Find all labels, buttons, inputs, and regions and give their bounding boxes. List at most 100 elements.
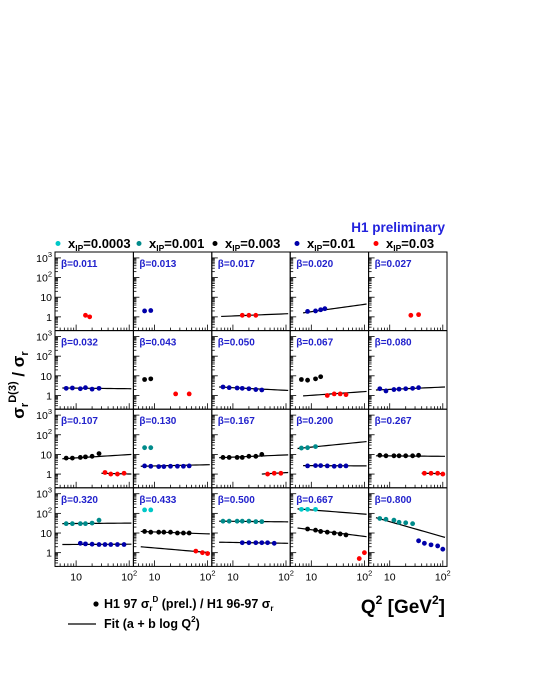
legend-marker-0003	[55, 241, 61, 246]
data-point-xip-001	[259, 387, 265, 393]
data-point-xip-003	[440, 471, 446, 477]
data-point-xip-0003	[331, 530, 337, 536]
data-point-xip-001	[89, 386, 95, 392]
panel-beta-17: β=0.433	[132, 487, 213, 567]
data-point-xip-001	[83, 385, 88, 391]
y-axis-title: σrD(3) / σr	[7, 351, 31, 419]
data-point-xip-001	[322, 306, 328, 312]
data-point-xip-0003	[186, 530, 192, 536]
svg-text:xIP=0.003: xIP=0.003	[225, 236, 280, 253]
data-point-xip-003	[337, 391, 343, 397]
panel-beta-1: β=0.011	[54, 251, 134, 332]
legend-value: =0.001	[164, 236, 204, 251]
svg-text:xIP=0.001: xIP=0.001	[149, 236, 204, 253]
data-point-xip-0003	[142, 529, 147, 534]
y-tick-label: 10	[40, 292, 52, 304]
data-point-xip-003	[435, 470, 441, 476]
legend-value: =0.01	[322, 236, 355, 251]
data-point-xip-003	[83, 312, 88, 318]
data-point-xip-003	[193, 548, 199, 554]
y-tick-label: 103	[36, 407, 52, 422]
data-point-xip-0001	[253, 519, 259, 525]
panel-beta-label: β=0.267	[375, 416, 412, 427]
legend-entry-xip-0003: xIP=0.0003	[55, 236, 131, 253]
data-point-xip-001	[377, 386, 383, 392]
data-point-xip-0003	[383, 453, 389, 459]
data-point-xip-0003	[305, 377, 310, 383]
data-point-xip-00003	[305, 506, 310, 512]
x-tick-label: 102	[278, 568, 294, 583]
data-point-xip-001	[318, 307, 324, 313]
data-point-xip-0001	[403, 520, 409, 526]
data-point-xip-003	[271, 470, 277, 476]
data-point-xip-0003	[175, 530, 180, 536]
data-point-xip-0003	[83, 454, 88, 460]
data-point-xip-003	[265, 471, 270, 477]
legend-sub: IP	[393, 243, 401, 253]
data-point-xip-001	[63, 385, 69, 391]
data-point-xip-001	[121, 542, 127, 547]
data-point-xip-0003	[337, 531, 343, 537]
legend-sym: x	[149, 236, 157, 251]
x-tick-label: 10	[70, 571, 82, 583]
panel-beta-label: β=0.800	[375, 495, 412, 506]
data-point-xip-001	[403, 386, 409, 392]
fit-line	[140, 546, 210, 554]
x-tick-label: 102	[200, 568, 216, 583]
x-tick-labels: 10 102 10 102 10 102 10 102 10 102	[70, 568, 450, 583]
y-tick-label: 1	[46, 390, 52, 402]
legend-marker-01	[294, 241, 300, 246]
svg-text:xIP=0.01: xIP=0.01	[307, 236, 355, 253]
data-point-xip-001	[435, 543, 441, 549]
data-point-xip-0001	[63, 521, 69, 527]
data-point-xip-0003	[180, 530, 186, 536]
data-point-xip-001	[239, 540, 245, 546]
data-point-xip-0003	[324, 529, 330, 535]
data-point-xip-001	[253, 387, 259, 392]
data-point-xip-0001	[246, 518, 252, 524]
x-axis-title: Q2 [GeV2]	[361, 593, 445, 618]
panel-beta-7: β=0.043	[132, 330, 213, 410]
data-point-xip-0003	[377, 452, 383, 458]
data-point-xip-0001	[142, 445, 147, 451]
y-tick-label: 103	[36, 250, 52, 265]
panel-beta-label: β=0.017	[218, 259, 255, 270]
y-tick-label: 102	[36, 427, 52, 442]
y-tick-label: 10	[40, 449, 52, 461]
data-point-xip-003	[331, 391, 337, 397]
legend: xIP=0.0003 xIP=0.001 xIP=0.003 xIP=0.01 …	[55, 236, 434, 253]
panel-beta-3: β=0.017	[211, 251, 291, 332]
data-point-xip-003	[343, 392, 349, 398]
panel-beta-label: β=0.067	[296, 338, 333, 349]
data-point-xip-0001	[77, 521, 83, 527]
panel-beta-12: β=0.130	[132, 408, 213, 489]
panel-beta-2: β=0.013	[132, 251, 213, 332]
data-point-xip-0003	[298, 377, 304, 382]
legend-sub: IP	[314, 243, 322, 253]
data-point-xip-001	[271, 540, 277, 546]
data-point-xip-0003	[63, 455, 69, 461]
data-point-xip-0003	[403, 453, 409, 459]
data-point-xip-003	[115, 471, 120, 477]
data-point-xip-001	[175, 463, 180, 469]
data-point-xip-0003	[246, 453, 252, 459]
panel-beta-16: β=0.320	[54, 487, 134, 567]
data-point-xip-003	[173, 391, 179, 397]
data-point-xip-0003	[96, 451, 102, 457]
panel-beta-label: β=0.167	[218, 416, 255, 427]
data-point-xip-001	[324, 463, 330, 469]
panel-beta-label: β=0.320	[61, 495, 98, 506]
data-point-xip-001	[313, 463, 318, 468]
legend-sym: x	[307, 236, 315, 251]
legend-entry-xip-001: xIP=0.001	[136, 236, 204, 253]
data-point-xip-0003	[69, 455, 75, 461]
data-point-xip-003	[278, 470, 284, 476]
panel-beta-label: β=0.011	[61, 259, 98, 270]
data-point-xip-0003	[416, 452, 421, 458]
legend-sym: x	[386, 236, 394, 251]
legend-entry-xip-03: xIP=0.03	[373, 236, 434, 253]
data-point-xip-001	[305, 308, 310, 314]
panel-beta-label: β=0.200	[296, 416, 333, 427]
panel-beta-label: β=0.107	[61, 416, 98, 427]
